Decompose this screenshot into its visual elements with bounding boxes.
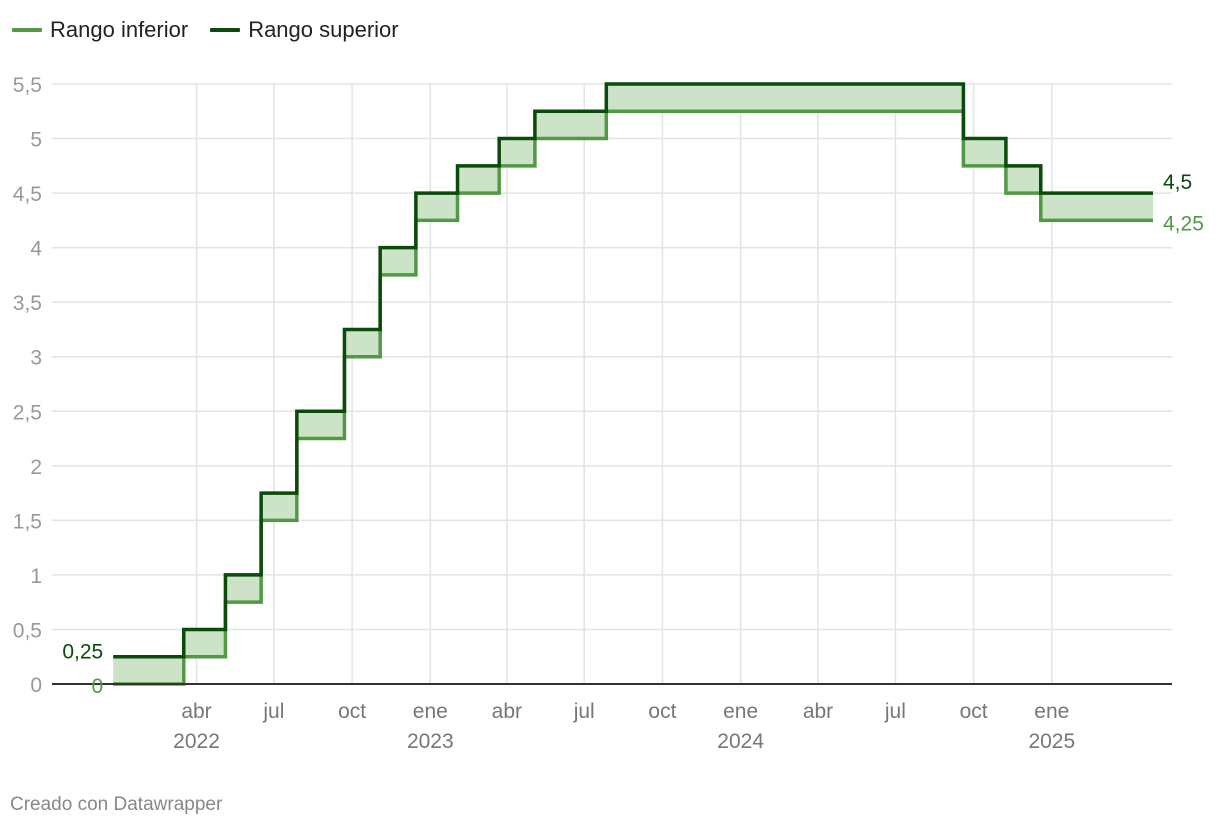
range-band	[113, 84, 1153, 684]
x-tick-label: abr	[492, 700, 522, 723]
y-tick-label: 5,5	[13, 74, 42, 97]
y-tick-label: 2	[30, 456, 42, 479]
y-tick-label: 0,5	[13, 619, 42, 642]
lower-end-label: 4,25	[1163, 212, 1204, 235]
y-tick-label: 3	[30, 347, 42, 370]
x-year-label: 2024	[717, 730, 764, 753]
x-tick-label: jul	[884, 700, 906, 723]
x-tick-label: ene	[723, 700, 758, 723]
y-tick-label: 2,5	[13, 401, 42, 424]
footer-credit: Creado con Datawrapper	[10, 794, 223, 815]
x-tick-label: abr	[803, 700, 833, 723]
x-tick-label: jul	[573, 700, 595, 723]
x-year-label: 2025	[1028, 730, 1075, 753]
x-year-label: 2022	[173, 730, 220, 753]
y-tick-label: 0	[30, 674, 42, 697]
legend-swatch-lower	[12, 28, 42, 32]
legend-label-upper: Rango superior	[248, 17, 399, 42]
x-tick-label: oct	[338, 700, 366, 723]
y-tick-label: 1	[30, 565, 42, 588]
x-tick-label: jul	[262, 700, 284, 723]
y-tick-label: 3,5	[13, 292, 42, 315]
x-tick-label: abr	[181, 700, 211, 723]
legend-item-upper: Rango superior	[210, 17, 399, 43]
lower-start-label: 0	[92, 675, 104, 698]
x-tick-label: oct	[648, 700, 676, 723]
legend-item-lower: Rango inferior	[12, 17, 188, 43]
x-tick-label: ene	[413, 700, 448, 723]
series-line-lower	[113, 109, 1153, 686]
label-layer: 0,25 0 4,5 4,25	[62, 171, 1204, 698]
y-tick-label: 5	[30, 129, 42, 152]
y-tick-label: 4,5	[13, 183, 42, 206]
upper-end-label: 4,5	[1163, 171, 1192, 194]
x-year-label: 2023	[407, 730, 454, 753]
series-line-upper	[113, 82, 1153, 659]
y-tick-label: 1,5	[13, 510, 42, 533]
grid-layer	[52, 83, 1172, 684]
line-layer	[113, 82, 1153, 686]
band-layer	[113, 84, 1153, 684]
upper-start-label: 0,25	[62, 641, 103, 664]
y-tick-label: 4	[30, 238, 42, 261]
x-tick-label: oct	[960, 700, 988, 723]
legend: Rango inferior Rango superior	[12, 14, 399, 46]
legend-label-lower: Rango inferior	[50, 17, 189, 42]
axis-layer: 0 0,5 1 1,5 2 2,5 3 3,5 4 4,5 5 5,5 abr jul oct ene abr j…	[13, 74, 1172, 753]
legend-swatch-upper	[210, 28, 241, 32]
x-tick-label: ene	[1034, 700, 1069, 723]
